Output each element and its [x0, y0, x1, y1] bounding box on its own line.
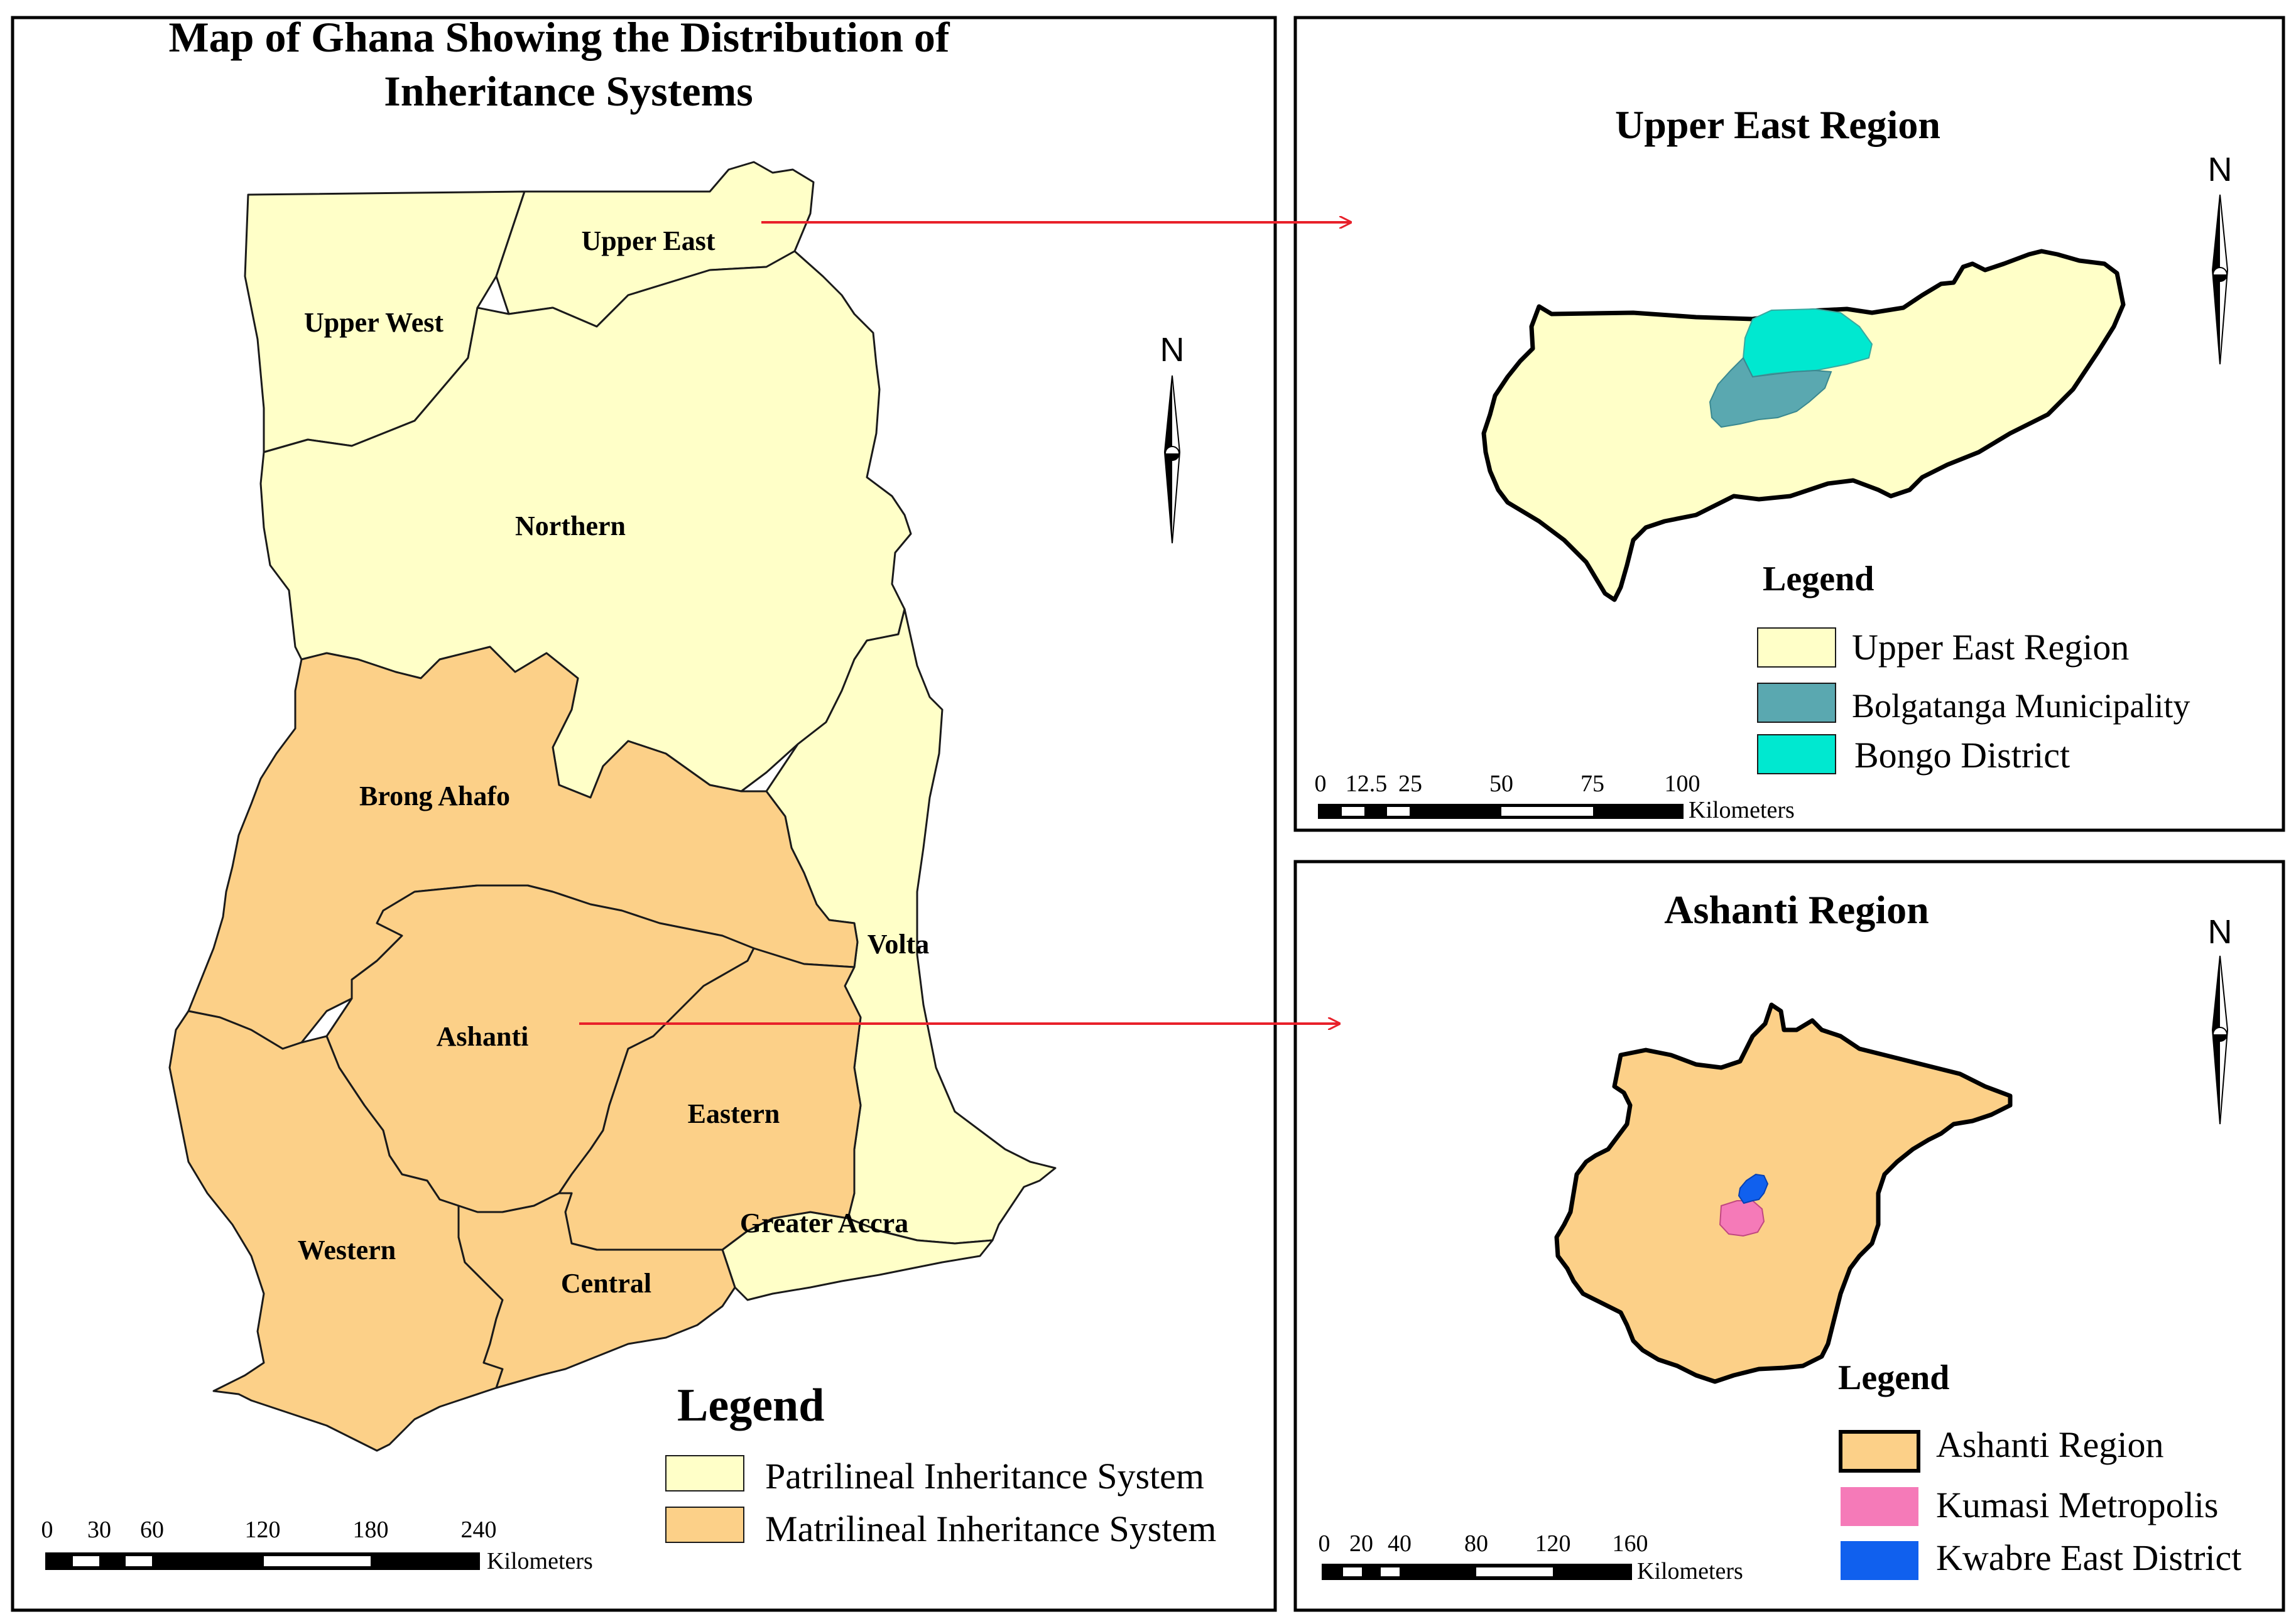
bolgatanga-municipality-shape [1709, 357, 1832, 428]
ashanti-scale-tick-3: 80 [1464, 1530, 1488, 1557]
main-legend-title: Legend [677, 1380, 824, 1431]
ashanti-north-letter: N [2208, 913, 2233, 951]
upper-east-scale-tick-5: 100 [1665, 771, 1700, 797]
ashanti-legend-swatch-kwabre [1841, 1541, 1918, 1580]
label-northern: Northern [515, 511, 626, 541]
label-eastern: Eastern [688, 1098, 780, 1129]
label-central: Central [561, 1268, 651, 1299]
region-western [168, 1010, 504, 1452]
upper-east-inset-map [1481, 249, 2126, 602]
upper-east-north-letter: N [2208, 151, 2233, 188]
ashanti-region-shape [1554, 1002, 2013, 1384]
main-scale-tick-5: 240 [461, 1517, 497, 1543]
region-central [457, 1192, 736, 1389]
ashanti-scale-unit: Kilometers [1637, 1558, 1743, 1584]
main-legend-swatch-patrilineal [665, 1455, 744, 1491]
ashanti-legend-title: Legend [1838, 1358, 1949, 1397]
ashanti-legend-label-region: Ashanti Region [1936, 1424, 2163, 1465]
label-upper-east: Upper East [581, 225, 715, 256]
upper-east-legend-label-bongo: Bongo District [1854, 735, 2070, 776]
upper-east-legend-label-bolgatanga: Bolgatanga Municipality [1852, 687, 2190, 725]
main-north-arrow: N [1160, 331, 1185, 544]
ghana-map [168, 161, 1057, 1452]
main-scale-unit: Kilometers [487, 1548, 593, 1574]
upper-east-scale-tick-2: 25 [1398, 771, 1422, 797]
upper-east-scale-unit: Kilometers [1689, 797, 1795, 823]
label-greater-accra: Greater Accra [740, 1208, 908, 1238]
label-western: Western [298, 1235, 396, 1265]
ashanti-scale-tick-5: 160 [1613, 1530, 1648, 1557]
upper-east-scale-tick-1: 12.5 [1346, 771, 1388, 797]
ashanti-legend-label-kumasi: Kumasi Metropolis [1936, 1485, 2218, 1525]
ashanti-legend-label-kwabre: Kwabre East District [1936, 1537, 2241, 1578]
ashanti-scale-tick-2: 40 [1388, 1530, 1412, 1557]
ashanti-scale-bar: 0 20 40 80 120 160 Kilometers [1319, 1530, 1743, 1584]
upper-east-scale-tick-0: 0 [1315, 771, 1327, 797]
upper-east-inset-title: Upper East Region [1615, 102, 1940, 147]
label-ashanti: Ashanti [437, 1021, 529, 1052]
main-scale-tick-1: 30 [87, 1517, 111, 1543]
ashanti-scale-tick-1: 20 [1349, 1530, 1373, 1557]
ashanti-inset-map [1554, 1002, 2013, 1384]
ashanti-inset-title: Ashanti Region [1664, 887, 1929, 932]
upper-east-scale-tick-4: 75 [1581, 771, 1604, 797]
upper-east-legend-swatch-region [1757, 627, 1836, 668]
main-map-title-line1: Map of Ghana Showing the Distribution of [168, 13, 950, 61]
upper-east-region-shape [1481, 249, 2126, 602]
label-upper-west: Upper West [304, 307, 443, 338]
ashanti-legend-swatch-region [1839, 1430, 1920, 1473]
kwabre-east-district-shape [1738, 1173, 1769, 1204]
kumasi-metropolis-shape [1719, 1200, 1765, 1237]
main-scale-tick-3: 120 [245, 1517, 281, 1543]
main-scale-tick-0: 0 [41, 1517, 53, 1543]
label-volta: Volta [868, 929, 930, 960]
upper-east-legend-label-region: Upper East Region [1852, 627, 2129, 668]
ashanti-scale-tick-4: 120 [1535, 1530, 1571, 1557]
upper-east-scale-bar: 0 12.5 25 50 75 100 Kilometers [1315, 771, 1795, 823]
main-north-letter: N [1160, 331, 1185, 369]
upper-east-scale-tick-3: 50 [1489, 771, 1513, 797]
upper-east-legend-swatch-bolgatanga [1757, 683, 1836, 723]
main-scale-tick-4: 180 [353, 1517, 389, 1543]
main-map-title-line2: Inheritance Systems [384, 67, 753, 115]
upper-east-legend-swatch-bongo [1757, 734, 1836, 774]
ashanti-north-arrow: N [2208, 913, 2233, 1125]
main-scale-bar: 0 30 60 120 180 240 Kilometers [41, 1517, 593, 1574]
main-legend-swatch-matrilineal [665, 1507, 744, 1543]
ashanti-legend-swatch-kumasi [1841, 1487, 1918, 1526]
upper-east-north-arrow: N [2208, 151, 2233, 365]
main-legend-label-patrilineal: Patrilineal Inheritance System [765, 1456, 1204, 1497]
upper-east-legend-title: Legend [1763, 560, 1874, 598]
label-brong-ahafo: Brong Ahafo [359, 781, 510, 811]
ashanti-scale-tick-0: 0 [1319, 1530, 1330, 1557]
main-scale-tick-2: 60 [140, 1517, 164, 1543]
main-legend-label-matrilineal: Matrilineal Inheritance System [765, 1508, 1216, 1549]
